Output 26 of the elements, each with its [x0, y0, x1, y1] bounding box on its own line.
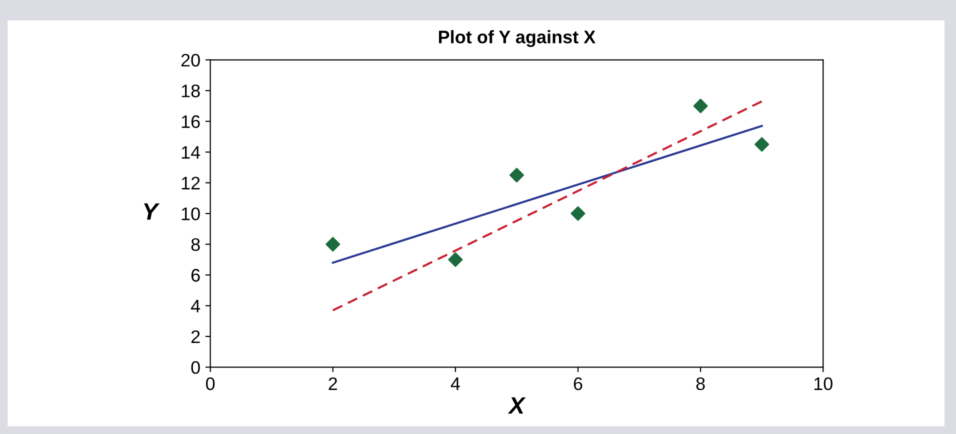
y-tick-label: 14 [182, 146, 200, 159]
x-tick-label: 4 [450, 378, 460, 390]
y-axis-title: Y [144, 203, 160, 220]
x-tick-label: 10 [814, 377, 832, 390]
y-tick-label: 20 [181, 54, 200, 67]
x-tick-label: 6 [574, 377, 582, 390]
x-tick-label: 2 [328, 377, 337, 390]
point [754, 137, 770, 152]
y-tick-label: 12 [182, 176, 200, 190]
chart-title: Plot of Y against X [438, 30, 596, 48]
point [570, 206, 586, 221]
x-tick-label: 0 [206, 377, 215, 390]
x-tick-label: 8 [696, 377, 705, 390]
y-tick-label: 16 [182, 115, 200, 128]
y-tick-label: 6 [191, 268, 200, 282]
y-tick-label: 0 [191, 361, 200, 374]
y-tick-label: 10 [182, 207, 200, 220]
y-tick-label: 8 [191, 238, 200, 251]
x-axis-title: X [508, 397, 526, 414]
y-tick-label: 4 [190, 300, 200, 312]
point [509, 168, 524, 182]
y-tick-label: 2 [191, 330, 200, 343]
point [693, 98, 708, 114]
point [326, 236, 340, 252]
point [448, 252, 463, 267]
y-tick-label: 18 [182, 84, 200, 98]
